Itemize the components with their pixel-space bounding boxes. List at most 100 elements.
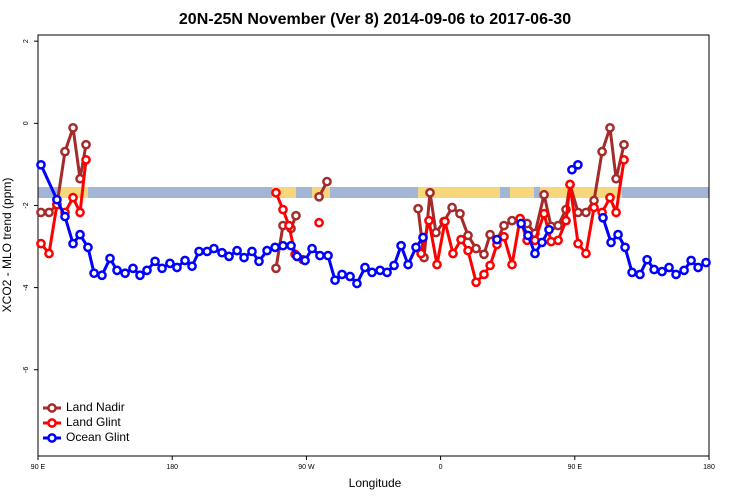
data-point bbox=[44, 248, 54, 259]
data-point bbox=[278, 204, 288, 215]
data-point bbox=[128, 263, 138, 274]
data-point bbox=[611, 207, 621, 218]
data-point bbox=[627, 267, 637, 278]
data-point bbox=[60, 146, 70, 157]
data-point bbox=[664, 262, 674, 273]
data-point bbox=[606, 237, 616, 248]
data-point bbox=[112, 265, 122, 276]
legend-swatch-point bbox=[47, 403, 57, 413]
legend-swatch-point bbox=[47, 433, 57, 443]
data-point bbox=[440, 216, 450, 227]
data-point bbox=[620, 242, 630, 253]
data-point bbox=[657, 266, 667, 277]
data-point bbox=[553, 235, 563, 246]
data-point bbox=[232, 245, 242, 256]
data-point bbox=[516, 218, 526, 229]
data-point bbox=[271, 187, 281, 198]
data-point bbox=[424, 215, 434, 226]
data-point bbox=[463, 230, 473, 241]
data-point bbox=[36, 238, 46, 249]
data-point bbox=[239, 252, 249, 263]
data-point bbox=[60, 211, 70, 222]
data-point bbox=[180, 255, 190, 266]
data-point bbox=[270, 242, 280, 253]
data-point bbox=[322, 176, 332, 187]
data-point bbox=[425, 187, 435, 198]
x-tick-label: 180 bbox=[703, 464, 715, 471]
data-point bbox=[68, 238, 78, 249]
y-tick-label: -2 bbox=[23, 202, 30, 208]
data-point bbox=[89, 268, 99, 279]
data-point bbox=[411, 242, 421, 253]
data-point bbox=[413, 203, 423, 214]
legend-swatch-point bbox=[47, 418, 57, 428]
y-tick-label: -4 bbox=[23, 284, 30, 290]
data-point bbox=[83, 242, 93, 253]
data-point bbox=[686, 255, 696, 266]
data-point bbox=[337, 269, 347, 280]
data-point bbox=[292, 251, 302, 262]
data-point bbox=[262, 245, 272, 256]
data-point bbox=[635, 269, 645, 280]
data-point bbox=[120, 268, 130, 279]
data-point bbox=[345, 271, 355, 282]
data-point bbox=[314, 191, 324, 202]
data-point bbox=[485, 229, 495, 240]
y-axis-label: XCO2 - MLO trend (ppm) bbox=[0, 178, 14, 313]
data-point bbox=[605, 192, 615, 203]
data-point bbox=[396, 240, 406, 251]
data-point bbox=[463, 245, 473, 256]
data-point bbox=[597, 146, 607, 157]
data-point bbox=[44, 207, 54, 218]
data-point bbox=[567, 164, 577, 175]
data-point bbox=[485, 260, 495, 271]
data-point bbox=[418, 232, 428, 243]
data-point bbox=[605, 122, 615, 133]
data-point bbox=[135, 270, 145, 281]
data-point bbox=[224, 251, 234, 262]
y-tick-label: 0 bbox=[23, 121, 30, 125]
data-point bbox=[68, 192, 78, 203]
data-point bbox=[209, 243, 219, 254]
data-point bbox=[499, 220, 509, 231]
data-point bbox=[97, 270, 107, 281]
x-tick-label: 90 E bbox=[568, 464, 583, 471]
data-point bbox=[172, 262, 182, 273]
legend-label: Land Glint bbox=[66, 415, 121, 429]
data-point bbox=[573, 238, 583, 249]
x-tick-label: 90 W bbox=[298, 464, 315, 471]
data-point bbox=[642, 254, 652, 265]
data-point bbox=[36, 207, 46, 218]
data-point bbox=[165, 258, 175, 269]
data-point bbox=[613, 229, 623, 240]
data-point bbox=[431, 227, 441, 238]
x-tick-label: 90 E bbox=[31, 464, 46, 471]
data-point bbox=[187, 261, 197, 272]
data-point bbox=[286, 240, 296, 251]
data-point bbox=[271, 263, 281, 274]
data-point bbox=[544, 224, 554, 235]
x-tick-label: 180 bbox=[166, 464, 178, 471]
chart-title: 20N-25N November (Ver 8) 2014-09-06 to 2… bbox=[179, 11, 571, 28]
data-point bbox=[300, 255, 310, 266]
data-point bbox=[291, 210, 301, 221]
data-point bbox=[693, 262, 703, 273]
data-point bbox=[105, 253, 115, 264]
data-point bbox=[403, 259, 413, 270]
data-point bbox=[619, 155, 629, 165]
data-point bbox=[330, 275, 340, 286]
data-point bbox=[553, 220, 563, 231]
data-point bbox=[479, 269, 489, 280]
data-point bbox=[456, 234, 466, 245]
data-point bbox=[314, 217, 324, 228]
data-point bbox=[52, 194, 62, 205]
data-point bbox=[75, 207, 85, 218]
data-point bbox=[507, 215, 517, 226]
data-point bbox=[492, 234, 502, 245]
data-point bbox=[81, 139, 91, 150]
data-point bbox=[581, 248, 591, 259]
data-point bbox=[471, 277, 481, 288]
data-point bbox=[581, 207, 591, 218]
data-point bbox=[352, 278, 362, 289]
